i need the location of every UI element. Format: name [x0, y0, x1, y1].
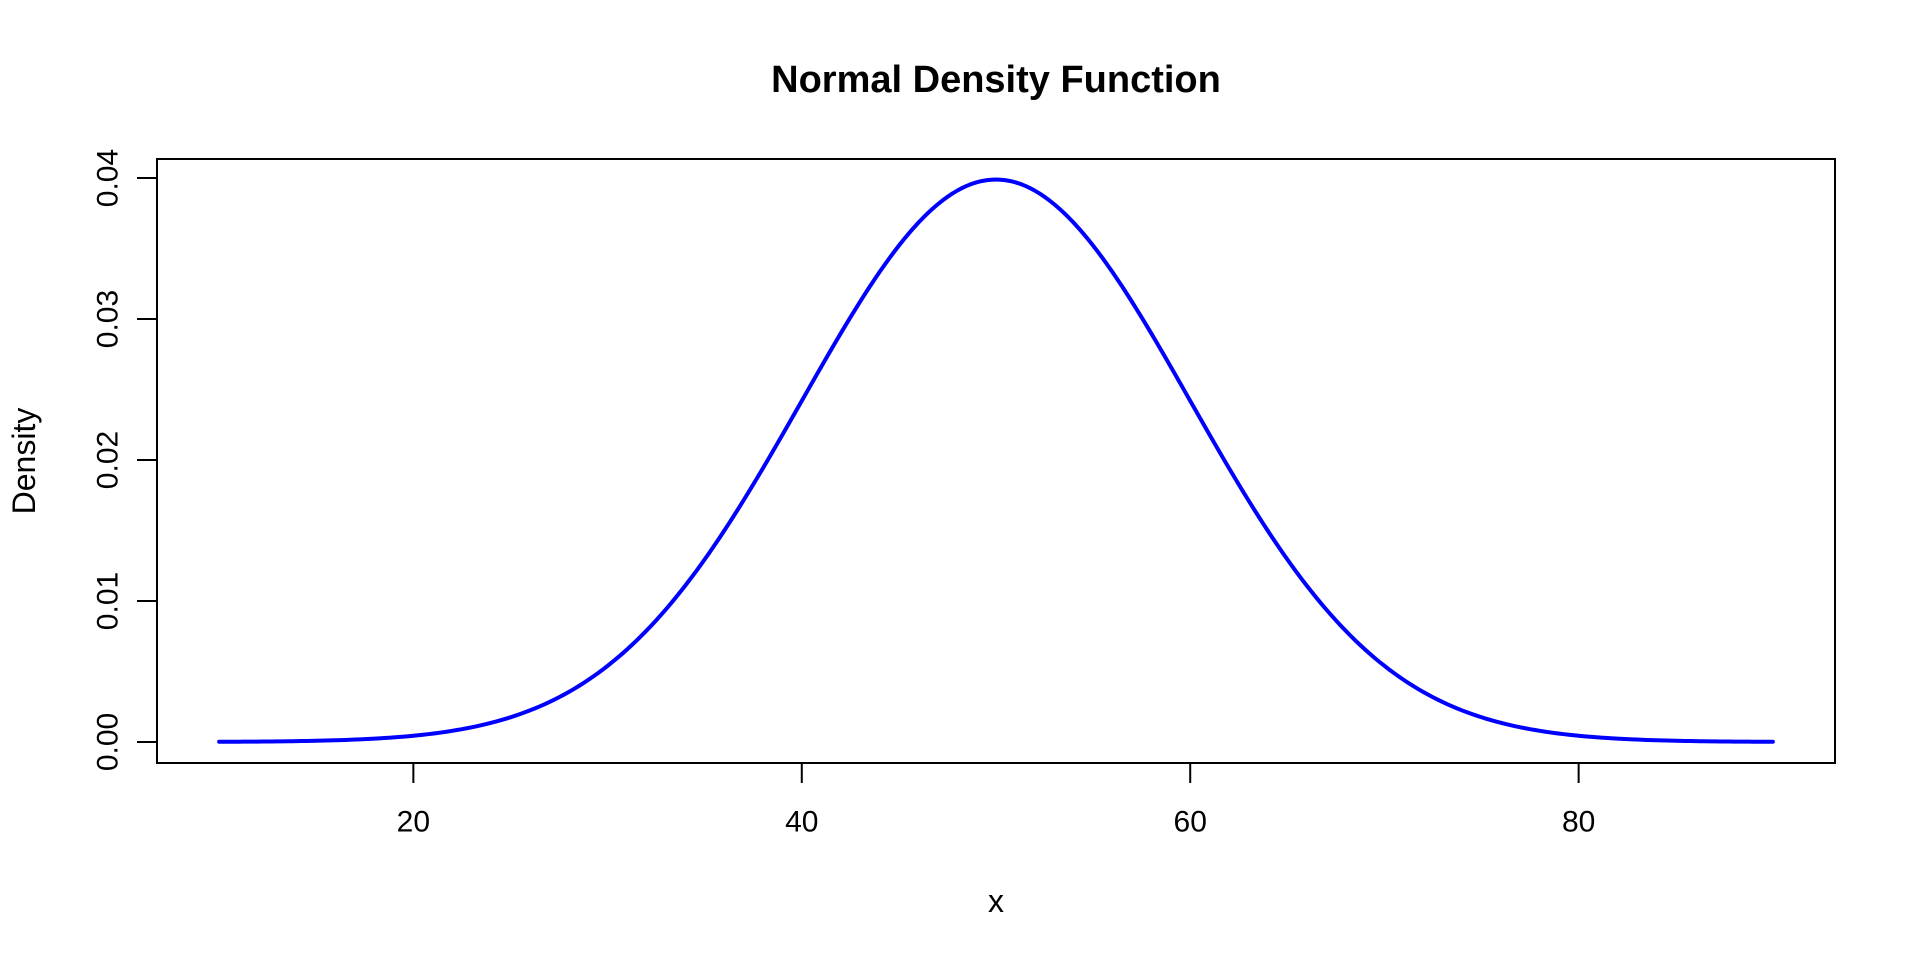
density-curve	[217, 177, 1775, 744]
plot-box	[156, 158, 1836, 764]
plot-title: Normal Density Function	[771, 59, 1221, 101]
y-tick-label: 0.03	[92, 290, 125, 348]
x-axis-title: x	[988, 883, 1004, 919]
y-tick-label: 0.01	[92, 572, 125, 630]
x-tick-label: 40	[785, 806, 818, 839]
y-tick-label: 0.00	[92, 713, 125, 771]
x-tick-label: 80	[1562, 806, 1595, 839]
x-tick-label: 60	[1174, 806, 1207, 839]
y-tick-label: 0.04	[92, 149, 125, 207]
y-axis-title: Density	[6, 407, 42, 515]
x-tick-label: 20	[397, 806, 430, 839]
y-tick-label: 0.02	[92, 431, 125, 489]
